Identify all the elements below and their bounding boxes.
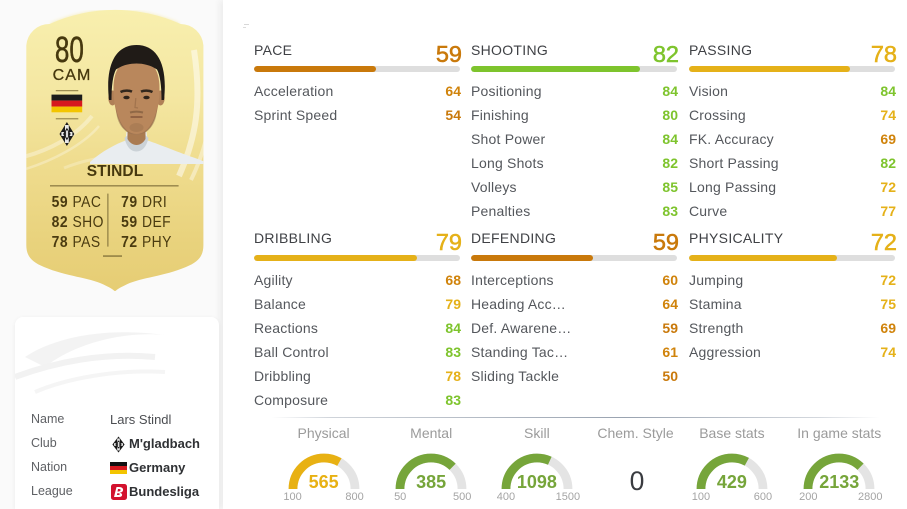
svg-text:CAM: CAM <box>53 67 92 84</box>
svg-text:72: 72 <box>121 233 137 251</box>
svg-text:STINDL: STINDL <box>87 163 144 180</box>
svg-text:82: 82 <box>52 213 68 231</box>
svg-text:59: 59 <box>121 213 137 231</box>
svg-text:PHY: PHY <box>142 233 172 251</box>
svg-text:SHO: SHO <box>72 213 103 231</box>
svg-text:PAS: PAS <box>72 233 100 251</box>
svg-text:79: 79 <box>121 193 137 211</box>
svg-text:PAC: PAC <box>72 193 101 211</box>
svg-text:59: 59 <box>52 193 68 211</box>
svg-text:DRI: DRI <box>142 193 167 211</box>
svg-text:80: 80 <box>55 29 84 70</box>
svg-text:DEF: DEF <box>142 213 171 231</box>
svg-text:78: 78 <box>52 233 68 251</box>
